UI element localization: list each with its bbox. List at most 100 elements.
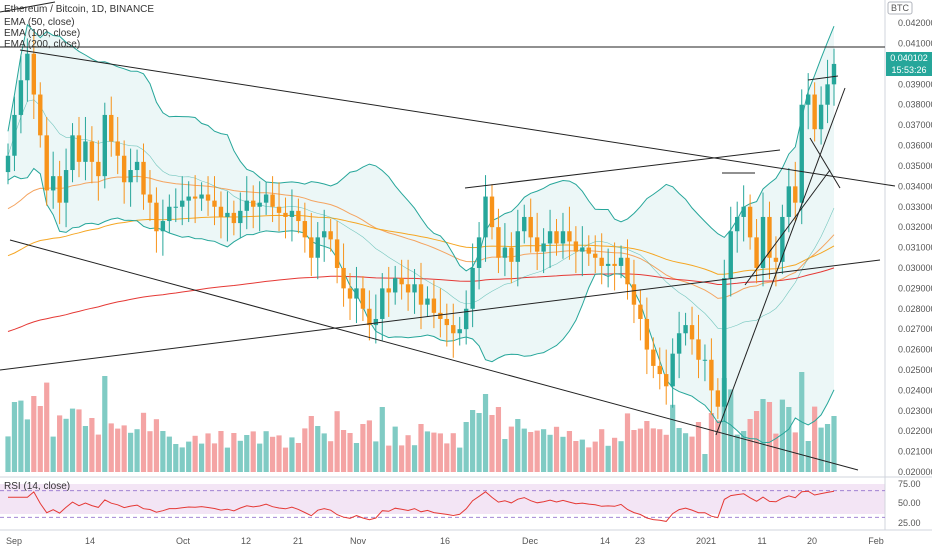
candle-body[interactable] bbox=[457, 329, 462, 334]
candle-body[interactable] bbox=[147, 194, 153, 203]
candle-body[interactable] bbox=[315, 237, 320, 258]
candle-body[interactable] bbox=[599, 257, 604, 266]
candle-body[interactable] bbox=[44, 135, 49, 191]
candle-body[interactable] bbox=[534, 237, 540, 252]
candle-body[interactable] bbox=[586, 247, 591, 254]
candle-body[interactable] bbox=[192, 196, 198, 199]
candle-body[interactable] bbox=[554, 231, 559, 244]
candle-body[interactable] bbox=[605, 263, 611, 266]
candle-body[interactable] bbox=[741, 206, 746, 217]
candle-body[interactable] bbox=[380, 288, 385, 319]
candle-body[interactable] bbox=[160, 221, 166, 232]
candle-body[interactable] bbox=[38, 94, 43, 136]
candle-body[interactable] bbox=[818, 104, 824, 130]
time-axis[interactable]: Sep 14 Oct 12 21 Nov 16 Dec 14 23 2021 11 20 Feb bbox=[6, 536, 884, 546]
top-left-line[interactable] bbox=[0, 1, 56, 13]
candle-body[interactable] bbox=[580, 247, 585, 252]
candle-body[interactable] bbox=[205, 194, 211, 201]
candle-body[interactable] bbox=[18, 80, 24, 115]
candle-body[interactable] bbox=[186, 196, 191, 201]
candle-body[interactable] bbox=[657, 365, 662, 375]
candle-body[interactable] bbox=[399, 278, 404, 285]
candle-body[interactable] bbox=[515, 231, 520, 262]
candle-body[interactable] bbox=[328, 231, 333, 240]
upper-triangle-line[interactable] bbox=[464, 149, 781, 189]
candle-body[interactable] bbox=[212, 200, 217, 207]
candle-body[interactable] bbox=[502, 247, 508, 258]
candle-body[interactable] bbox=[322, 231, 327, 238]
candle-body[interactable] bbox=[541, 243, 546, 252]
candle-body[interactable] bbox=[780, 216, 785, 262]
candle-body[interactable] bbox=[367, 308, 372, 326]
candle-body[interactable] bbox=[70, 135, 75, 171]
candle-body[interactable] bbox=[728, 231, 733, 279]
ema200-legend[interactable]: EMA (200, close) bbox=[4, 39, 80, 50]
candle-body[interactable] bbox=[715, 390, 721, 407]
candle-body[interactable] bbox=[812, 94, 817, 130]
candle-body[interactable] bbox=[109, 114, 114, 142]
candle-body[interactable] bbox=[89, 141, 95, 162]
candle-body[interactable] bbox=[154, 202, 159, 232]
candle-body[interactable] bbox=[664, 374, 669, 387]
candle-body[interactable] bbox=[334, 239, 340, 268]
candle-body[interactable] bbox=[412, 284, 417, 293]
candles[interactable] bbox=[5, 32, 837, 423]
symbol-title[interactable]: Ethereum / Bitcoin, 1D, BINANCE bbox=[4, 4, 154, 15]
secondary-uptrend-line[interactable] bbox=[744, 169, 831, 286]
candle-body[interactable] bbox=[244, 200, 249, 211]
candle-body[interactable] bbox=[102, 114, 107, 177]
candle-body[interactable] bbox=[438, 312, 443, 319]
candle-body[interactable] bbox=[612, 263, 617, 266]
candle-body[interactable] bbox=[251, 200, 256, 207]
candle-body[interactable] bbox=[263, 194, 269, 203]
candle-body[interactable] bbox=[444, 318, 450, 326]
ema100-legend[interactable]: EMA (100, close) bbox=[4, 28, 80, 39]
candle-body[interactable] bbox=[63, 170, 69, 203]
trendlines[interactable] bbox=[0, 1, 896, 471]
candle-body[interactable] bbox=[199, 194, 204, 199]
candle-body[interactable] bbox=[57, 176, 62, 203]
candle-body[interactable] bbox=[567, 231, 572, 242]
candle-body[interactable] bbox=[735, 216, 740, 232]
candle-body[interactable] bbox=[593, 253, 598, 258]
candle-body[interactable] bbox=[218, 206, 224, 217]
candle-body[interactable] bbox=[180, 200, 185, 207]
candle-body[interactable] bbox=[476, 237, 482, 268]
rising-support-line[interactable] bbox=[0, 259, 881, 371]
candle-body[interactable] bbox=[805, 94, 811, 105]
upper-channel-line[interactable] bbox=[19, 49, 896, 187]
candle-body[interactable] bbox=[625, 257, 630, 285]
candle-body[interactable] bbox=[767, 216, 772, 258]
candle-body[interactable] bbox=[225, 212, 230, 217]
candle-body[interactable] bbox=[702, 359, 708, 361]
flag-lower-line[interactable] bbox=[809, 137, 841, 189]
rsi-legend[interactable]: RSI (14, close) bbox=[4, 481, 70, 492]
ema50-legend[interactable]: EMA (50, close) bbox=[4, 17, 75, 28]
candle-body[interactable] bbox=[709, 359, 714, 391]
candle-body[interactable] bbox=[825, 84, 830, 105]
steep-uptrend-line[interactable] bbox=[715, 87, 846, 436]
candle-body[interactable] bbox=[141, 161, 146, 195]
candle-body[interactable] bbox=[483, 196, 488, 238]
candle-body[interactable] bbox=[115, 141, 120, 156]
candle-body[interactable] bbox=[618, 257, 624, 266]
candle-body[interactable] bbox=[12, 114, 17, 156]
candle-body[interactable] bbox=[522, 216, 527, 232]
candle-body[interactable] bbox=[373, 318, 379, 326]
candle-body[interactable] bbox=[509, 247, 514, 262]
candle-body[interactable] bbox=[283, 212, 288, 217]
candle-body[interactable] bbox=[276, 206, 282, 213]
candle-body[interactable] bbox=[754, 237, 759, 268]
candle-body[interactable] bbox=[683, 325, 688, 334]
candle-body[interactable] bbox=[773, 257, 779, 262]
candle-body[interactable] bbox=[670, 353, 675, 387]
candle-body[interactable] bbox=[470, 267, 475, 309]
candle-body[interactable] bbox=[831, 63, 837, 85]
candle-body[interactable] bbox=[302, 221, 308, 238]
candle-body[interactable] bbox=[425, 298, 430, 305]
candle-body[interactable] bbox=[631, 284, 637, 305]
candle-body[interactable] bbox=[296, 210, 301, 222]
candle-body[interactable] bbox=[347, 288, 353, 299]
candle-body[interactable] bbox=[696, 339, 701, 360]
candle-body[interactable] bbox=[676, 333, 682, 354]
